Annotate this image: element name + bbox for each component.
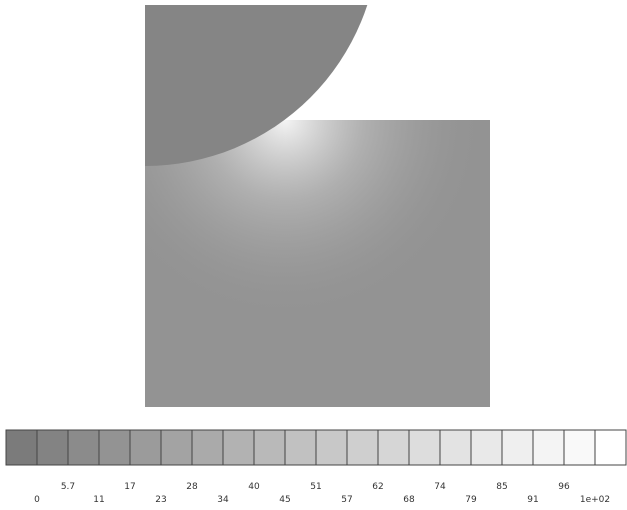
legend-label: 57 bbox=[341, 495, 352, 505]
legend-swatch bbox=[5, 429, 38, 466]
legend-swatch bbox=[563, 429, 596, 466]
legend-label: 23 bbox=[155, 495, 166, 505]
legend-swatch bbox=[594, 429, 627, 466]
legend-swatch bbox=[160, 429, 193, 466]
legend-swatch bbox=[67, 429, 100, 466]
legend-label: 11 bbox=[93, 495, 104, 505]
legend-swatch bbox=[315, 429, 348, 466]
legend-label: 51 bbox=[310, 482, 321, 492]
legend-swatch bbox=[377, 429, 410, 466]
legend-label: 74 bbox=[434, 482, 446, 492]
legend-swatch bbox=[346, 429, 379, 466]
legend-label: 5.7 bbox=[61, 482, 75, 492]
legend-label: 91 bbox=[527, 495, 538, 505]
legend-swatch bbox=[284, 429, 317, 466]
legend-swatch bbox=[222, 429, 255, 466]
legend-swatch bbox=[532, 429, 565, 466]
legend-swatch bbox=[191, 429, 224, 466]
legend-label: 28 bbox=[186, 482, 198, 492]
legend-swatch bbox=[129, 429, 162, 466]
legend-label: 34 bbox=[217, 495, 229, 505]
legend-label: 62 bbox=[372, 482, 383, 492]
legend-label: 17 bbox=[124, 482, 135, 492]
color-legend: 0 5.7 11 17 23 28 34 40 45 51 57 62 68 74 79 85 91 96 1e+0… bbox=[5, 429, 627, 505]
legend-label: 68 bbox=[403, 495, 415, 505]
contour-plot bbox=[145, 5, 490, 407]
legend-label: 85 bbox=[496, 482, 507, 492]
legend-swatch bbox=[470, 429, 503, 466]
legend-swatch bbox=[501, 429, 534, 466]
legend-label: 1e+02 bbox=[580, 495, 610, 505]
legend-swatch bbox=[439, 429, 472, 466]
legend-swatch bbox=[408, 429, 441, 466]
legend-label: 40 bbox=[248, 482, 260, 492]
legend-swatch bbox=[36, 429, 69, 466]
legend-swatch bbox=[98, 429, 131, 466]
legend-label: 45 bbox=[279, 495, 290, 505]
indenter bbox=[145, 5, 368, 166]
legend-label: 79 bbox=[465, 495, 477, 505]
legend-label: 96 bbox=[558, 482, 570, 492]
legend-label: 0 bbox=[34, 495, 40, 505]
legend-swatch bbox=[253, 429, 286, 466]
